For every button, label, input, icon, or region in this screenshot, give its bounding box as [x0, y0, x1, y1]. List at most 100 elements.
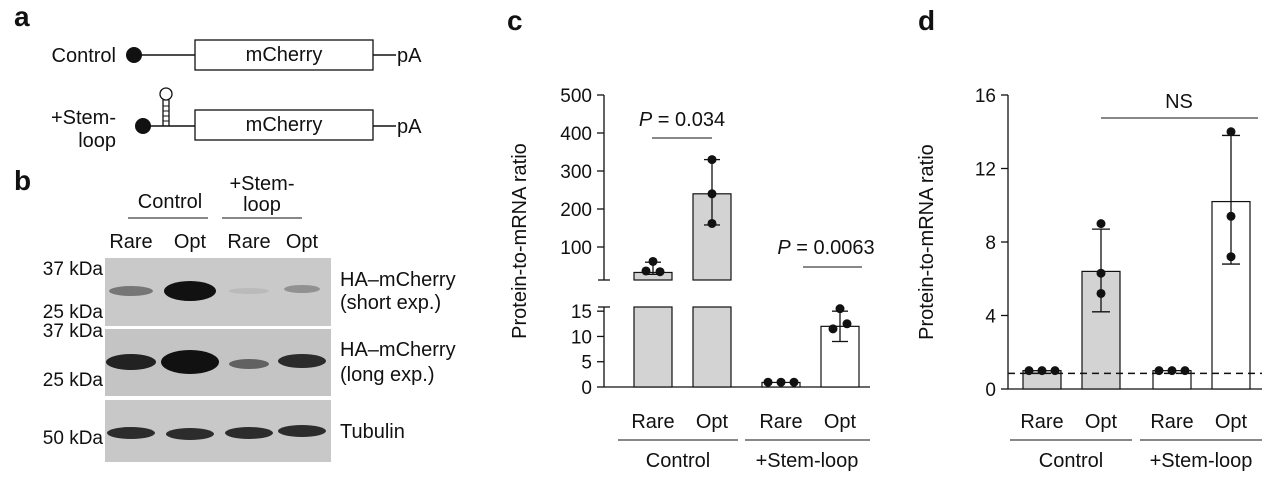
- blot-label-line2: (short exp.): [340, 292, 441, 314]
- band: [225, 427, 273, 439]
- marker-37kda: 37 kDa: [43, 259, 104, 280]
- band: [166, 428, 214, 440]
- construct-label: Control: [52, 45, 116, 67]
- band: [229, 288, 269, 294]
- construct-stem-loop: +Stem- loop mCherry pA: [51, 87, 422, 152]
- chart-panel-d: Protein-to-mRNA ratio 0 4 8 12 16 NS Rare Opt Rar…: [916, 86, 1262, 472]
- data-point: [1180, 366, 1190, 376]
- blot-long-exposure: 37 kDa 25 kDa HA–mCherry (long exp.): [43, 321, 456, 396]
- lane-label: Rare: [227, 231, 270, 253]
- construct-label-line2: loop: [78, 130, 116, 152]
- x-tick-label: Opt: [696, 411, 729, 433]
- data-point: [776, 377, 786, 387]
- blot-short-exposure: 37 kDa 25 kDa HA–mCherry (short exp.): [43, 258, 456, 326]
- group-label: Control: [646, 450, 710, 472]
- blot-label: Tubulin: [340, 421, 405, 443]
- y-tick-label: 15: [571, 302, 592, 323]
- polya-label: pA: [397, 116, 422, 138]
- y-tick-label: 8: [985, 233, 996, 254]
- blot-label-line2: (long exp.): [340, 364, 435, 386]
- cds-box: [194, 109, 374, 141]
- construct-control: Control mCherry pA: [52, 39, 422, 71]
- data-point: [1096, 268, 1106, 278]
- y-tick-label: 300: [560, 162, 592, 183]
- data-point: [1050, 366, 1060, 376]
- blot-membrane: [105, 258, 331, 326]
- y-axis-label: Protein-to-mRNA ratio: [509, 143, 531, 339]
- band: [106, 354, 156, 370]
- lane-label: Opt: [286, 231, 319, 253]
- y-tick-label: 100: [560, 238, 592, 259]
- cds-label: mCherry: [246, 44, 323, 66]
- data-point: [1096, 219, 1106, 229]
- cds-label: mCherry: [246, 114, 323, 136]
- polya-label: pA: [397, 45, 422, 67]
- data-point: [1037, 366, 1047, 376]
- x-tick-label: Rare: [1150, 411, 1193, 433]
- group-label: +Stem-loop: [756, 450, 859, 472]
- group-label: Control: [138, 191, 202, 213]
- blot-group-header-stem-loop: +Stem- loop: [222, 173, 302, 219]
- data-point: [641, 266, 651, 276]
- panel-c-letter: c: [507, 5, 523, 36]
- data-point: [1024, 366, 1034, 376]
- chart-panel-c: Protein-to-mRNA ratio 100 200 300 400 500 0 5 10…: [509, 86, 875, 472]
- y-tick-label: 16: [975, 86, 996, 107]
- data-point: [707, 189, 717, 199]
- x-tick-label: Rare: [1020, 411, 1063, 433]
- y-tick-label: 5: [581, 353, 592, 374]
- y-tick-label: 200: [560, 200, 592, 221]
- y-tick-label: 12: [975, 160, 996, 181]
- y-tick-label: 4: [985, 307, 996, 328]
- x-tick-label: Opt: [824, 411, 857, 433]
- x-tick-label: Opt: [1085, 411, 1118, 433]
- band: [161, 350, 219, 374]
- band: [284, 285, 320, 293]
- data-point: [1226, 252, 1236, 262]
- blot-tubulin: 50 kDa Tubulin: [43, 400, 405, 462]
- x-tick-label: Rare: [759, 411, 802, 433]
- bar-lower-segment: [692, 306, 732, 388]
- x-tick-label: Rare: [631, 411, 674, 433]
- blot-label-line1: HA–mCherry: [340, 339, 456, 361]
- lane-label: Opt: [174, 231, 207, 253]
- y-tick-label: 0: [581, 378, 592, 399]
- group-label: +Stem-loop: [1150, 450, 1253, 472]
- y-tick-label: 500: [560, 86, 592, 107]
- data-point: [1154, 366, 1164, 376]
- marker-25kda: 25 kDa: [43, 302, 104, 323]
- panel-d-letter: d: [918, 5, 935, 36]
- data-point: [707, 218, 717, 228]
- data-point: [1167, 366, 1177, 376]
- group-label-line1: +Stem-: [229, 173, 294, 195]
- construct-label-line1: +Stem-: [51, 107, 116, 129]
- p-value-annotation: P = 0.0063: [777, 237, 874, 259]
- group-label: Control: [1039, 450, 1103, 472]
- y-tick-label: 0: [985, 380, 996, 401]
- band: [229, 359, 269, 369]
- band: [278, 425, 326, 437]
- band: [278, 354, 326, 368]
- y-axis-label: Protein-to-mRNA ratio: [916, 144, 938, 340]
- data-point: [707, 155, 717, 165]
- data-point: [828, 324, 838, 334]
- data-point: [842, 319, 852, 329]
- band: [107, 427, 155, 439]
- data-point: [789, 377, 799, 387]
- data-point: [1096, 288, 1106, 298]
- panel-b-letter: b: [14, 165, 31, 196]
- blot-label-line1: HA–mCherry: [340, 269, 456, 291]
- x-tick-label: Opt: [1215, 411, 1248, 433]
- data-point: [648, 256, 658, 266]
- band: [164, 281, 216, 301]
- p-value-annotation: NS: [1165, 91, 1193, 113]
- panel-a-letter: a: [14, 1, 30, 32]
- lane-label: Rare: [109, 231, 152, 253]
- data-point: [655, 267, 665, 277]
- axis-break-gap: [596, 283, 866, 303]
- y-tick-label: 10: [571, 327, 592, 348]
- data-point: [1226, 211, 1236, 221]
- marker-50kda: 50 kDa: [43, 428, 104, 449]
- lane-labels: Rare Opt Rare Opt: [109, 231, 318, 253]
